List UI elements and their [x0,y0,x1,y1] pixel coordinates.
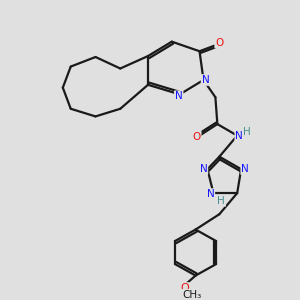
Text: CH₃: CH₃ [182,290,201,300]
Text: N: N [235,130,243,141]
Text: N: N [202,75,209,85]
Text: N: N [175,91,183,101]
Text: O: O [192,132,201,142]
Text: H: H [218,196,225,206]
Text: H: H [243,127,251,137]
Text: O: O [180,283,189,293]
Text: N: N [241,164,249,174]
Text: N: N [200,164,207,174]
Text: N: N [207,189,214,199]
Text: O: O [215,38,224,48]
